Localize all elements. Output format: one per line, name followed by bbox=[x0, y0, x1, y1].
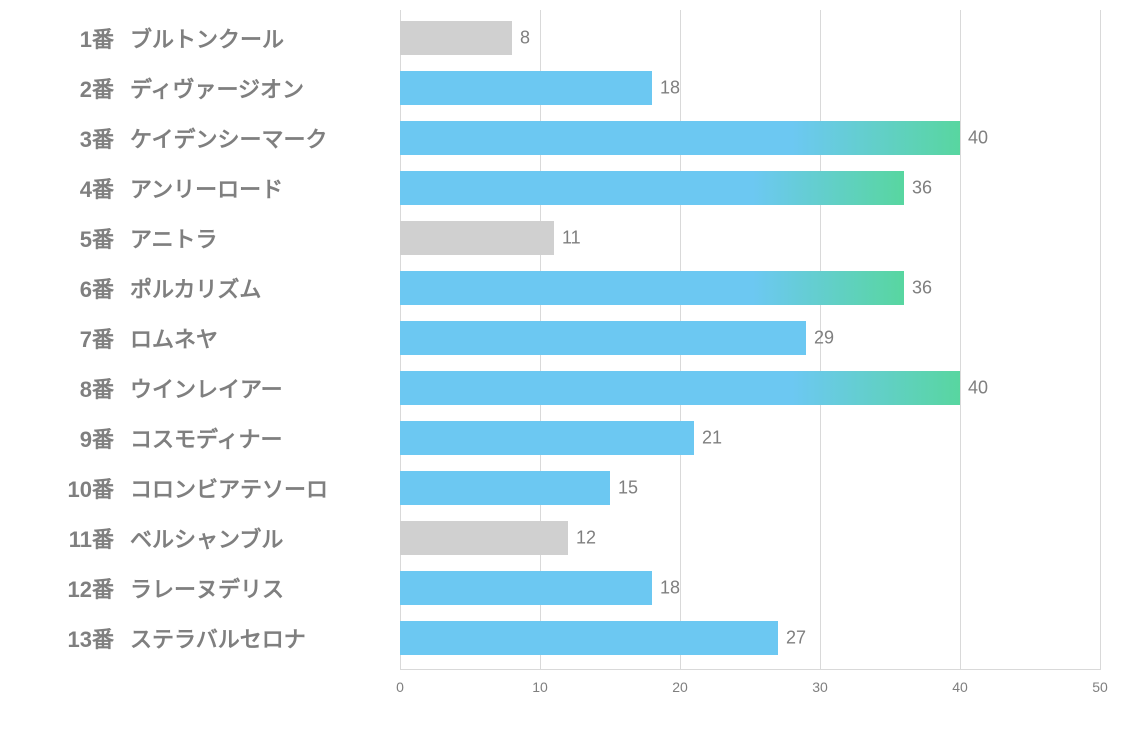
x-tick: 30 bbox=[812, 679, 828, 695]
chart-row: 12番ラレーヌデリス 18 bbox=[0, 563, 1134, 613]
chart-row: 6番ポルカリズム 36 bbox=[0, 263, 1134, 313]
chart-row: 8番ウインレイアー 40 bbox=[0, 363, 1134, 413]
bar bbox=[400, 321, 806, 355]
row-name: ロムネヤ bbox=[130, 322, 218, 354]
bar bbox=[400, 371, 960, 405]
row-number: 3番 bbox=[80, 122, 114, 154]
row-name: コスモディナー bbox=[130, 422, 282, 454]
bar bbox=[400, 621, 778, 655]
horizontal-bar-chart: 0 10 20 30 40 50 1番ブルトンクール 8 2番ディヴァージオン 18 3… bbox=[0, 0, 1134, 737]
bar bbox=[400, 171, 904, 205]
row-name: ディヴァージオン bbox=[130, 72, 304, 104]
chart-row: 2番ディヴァージオン 18 bbox=[0, 63, 1134, 113]
row-number: 1番 bbox=[80, 22, 114, 54]
row-name: ステラバルセロナ bbox=[130, 622, 306, 654]
chart-row: 11番ベルシャンブル 12 bbox=[0, 513, 1134, 563]
row-name: アニトラ bbox=[130, 222, 218, 254]
bar bbox=[400, 221, 554, 255]
row-number: 2番 bbox=[80, 72, 114, 104]
row-name: ケイデンシーマーク bbox=[130, 122, 328, 154]
bar-value: 29 bbox=[814, 328, 834, 349]
row-number: 8番 bbox=[80, 372, 114, 404]
bar bbox=[400, 21, 512, 55]
row-name: ブルトンクール bbox=[130, 22, 284, 54]
bar-value: 18 bbox=[660, 78, 680, 99]
row-number: 11番 bbox=[69, 522, 114, 554]
row-number: 9番 bbox=[80, 422, 114, 454]
row-name: コロンビアテソーロ bbox=[130, 472, 328, 504]
row-name: アンリーロード bbox=[130, 172, 283, 204]
row-number: 12番 bbox=[68, 572, 114, 604]
bar bbox=[400, 421, 694, 455]
chart-row: 10番コロンビアテソーロ 15 bbox=[0, 463, 1134, 513]
chart-row: 9番コスモディナー 21 bbox=[0, 413, 1134, 463]
row-number: 6番 bbox=[80, 272, 114, 304]
bar-value: 12 bbox=[576, 528, 596, 549]
row-name: ラレーヌデリス bbox=[130, 572, 284, 604]
chart-row: 5番アニトラ 11 bbox=[0, 213, 1134, 263]
chart-row: 13番ステラバルセロナ 27 bbox=[0, 613, 1134, 663]
bar-value: 36 bbox=[912, 278, 932, 299]
bar-value: 21 bbox=[702, 428, 722, 449]
row-name: ポルカリズム bbox=[130, 272, 261, 304]
bar bbox=[400, 71, 652, 105]
bar bbox=[400, 271, 904, 305]
x-tick: 10 bbox=[532, 679, 548, 695]
chart-row: 3番ケイデンシーマーク 40 bbox=[0, 113, 1134, 163]
x-tick: 50 bbox=[1092, 679, 1108, 695]
bar-value: 36 bbox=[912, 178, 932, 199]
bar-value: 15 bbox=[618, 478, 638, 499]
row-number: 10番 bbox=[68, 472, 114, 504]
x-tick: 40 bbox=[952, 679, 968, 695]
bar bbox=[400, 571, 652, 605]
row-number: 4番 bbox=[80, 172, 114, 204]
row-number: 5番 bbox=[80, 222, 114, 254]
bar bbox=[400, 121, 960, 155]
chart-row: 1番ブルトンクール 8 bbox=[0, 13, 1134, 63]
bar bbox=[400, 471, 610, 505]
x-axis bbox=[400, 669, 1100, 670]
chart-row: 4番アンリーロード 36 bbox=[0, 163, 1134, 213]
bar-value: 40 bbox=[968, 378, 988, 399]
row-name: ウインレイアー bbox=[130, 372, 283, 404]
bar-value: 11 bbox=[562, 228, 581, 249]
bar-value: 8 bbox=[520, 28, 530, 49]
row-name: ベルシャンブル bbox=[130, 522, 283, 554]
bar-value: 27 bbox=[786, 628, 806, 649]
bar bbox=[400, 521, 568, 555]
x-tick: 0 bbox=[396, 679, 404, 695]
row-number: 7番 bbox=[80, 322, 114, 354]
bar-value: 40 bbox=[968, 128, 988, 149]
x-tick: 20 bbox=[672, 679, 688, 695]
chart-row: 7番ロムネヤ 29 bbox=[0, 313, 1134, 363]
bar-value: 18 bbox=[660, 578, 680, 599]
row-number: 13番 bbox=[68, 622, 114, 654]
